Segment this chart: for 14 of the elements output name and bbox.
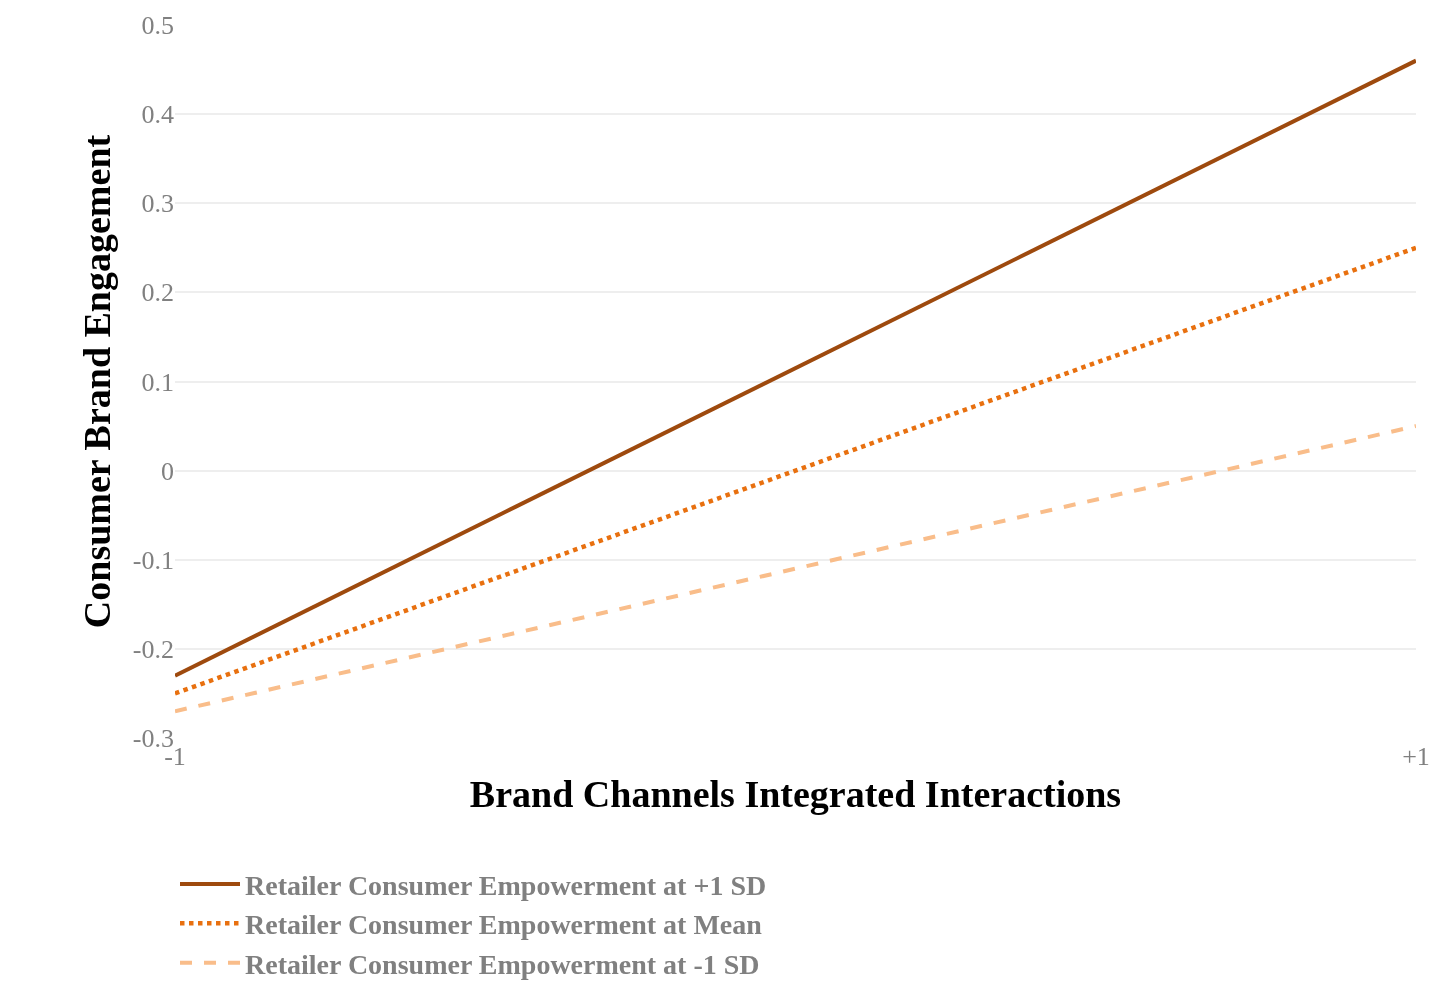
y-tick-label: 0.2 <box>141 278 174 308</box>
legend-label: Retailer Consumer Empowerment at +1 SD <box>245 869 767 901</box>
y-tick-label: 0.4 <box>141 100 174 130</box>
x-tick-label: +1 <box>1402 742 1430 771</box>
y-tick-label: 0.3 <box>141 189 174 219</box>
y-tick-label: 0.1 <box>141 367 174 397</box>
legend-label: Retailer Consumer Empowerment at -1 SD <box>245 948 760 980</box>
x-axis-title: Brand Channels Integrated Interactions <box>469 773 1122 816</box>
y-axis-title: Consumer Brand Engagement <box>76 134 119 629</box>
y-tick-label: 0 <box>161 456 174 486</box>
y-tick-label: -0.1 <box>132 545 174 575</box>
legend-label: Retailer Consumer Empowerment at Mean <box>245 909 763 941</box>
y-tick-label: 0.5 <box>141 11 174 41</box>
y-tick-label: -0.2 <box>132 634 174 664</box>
